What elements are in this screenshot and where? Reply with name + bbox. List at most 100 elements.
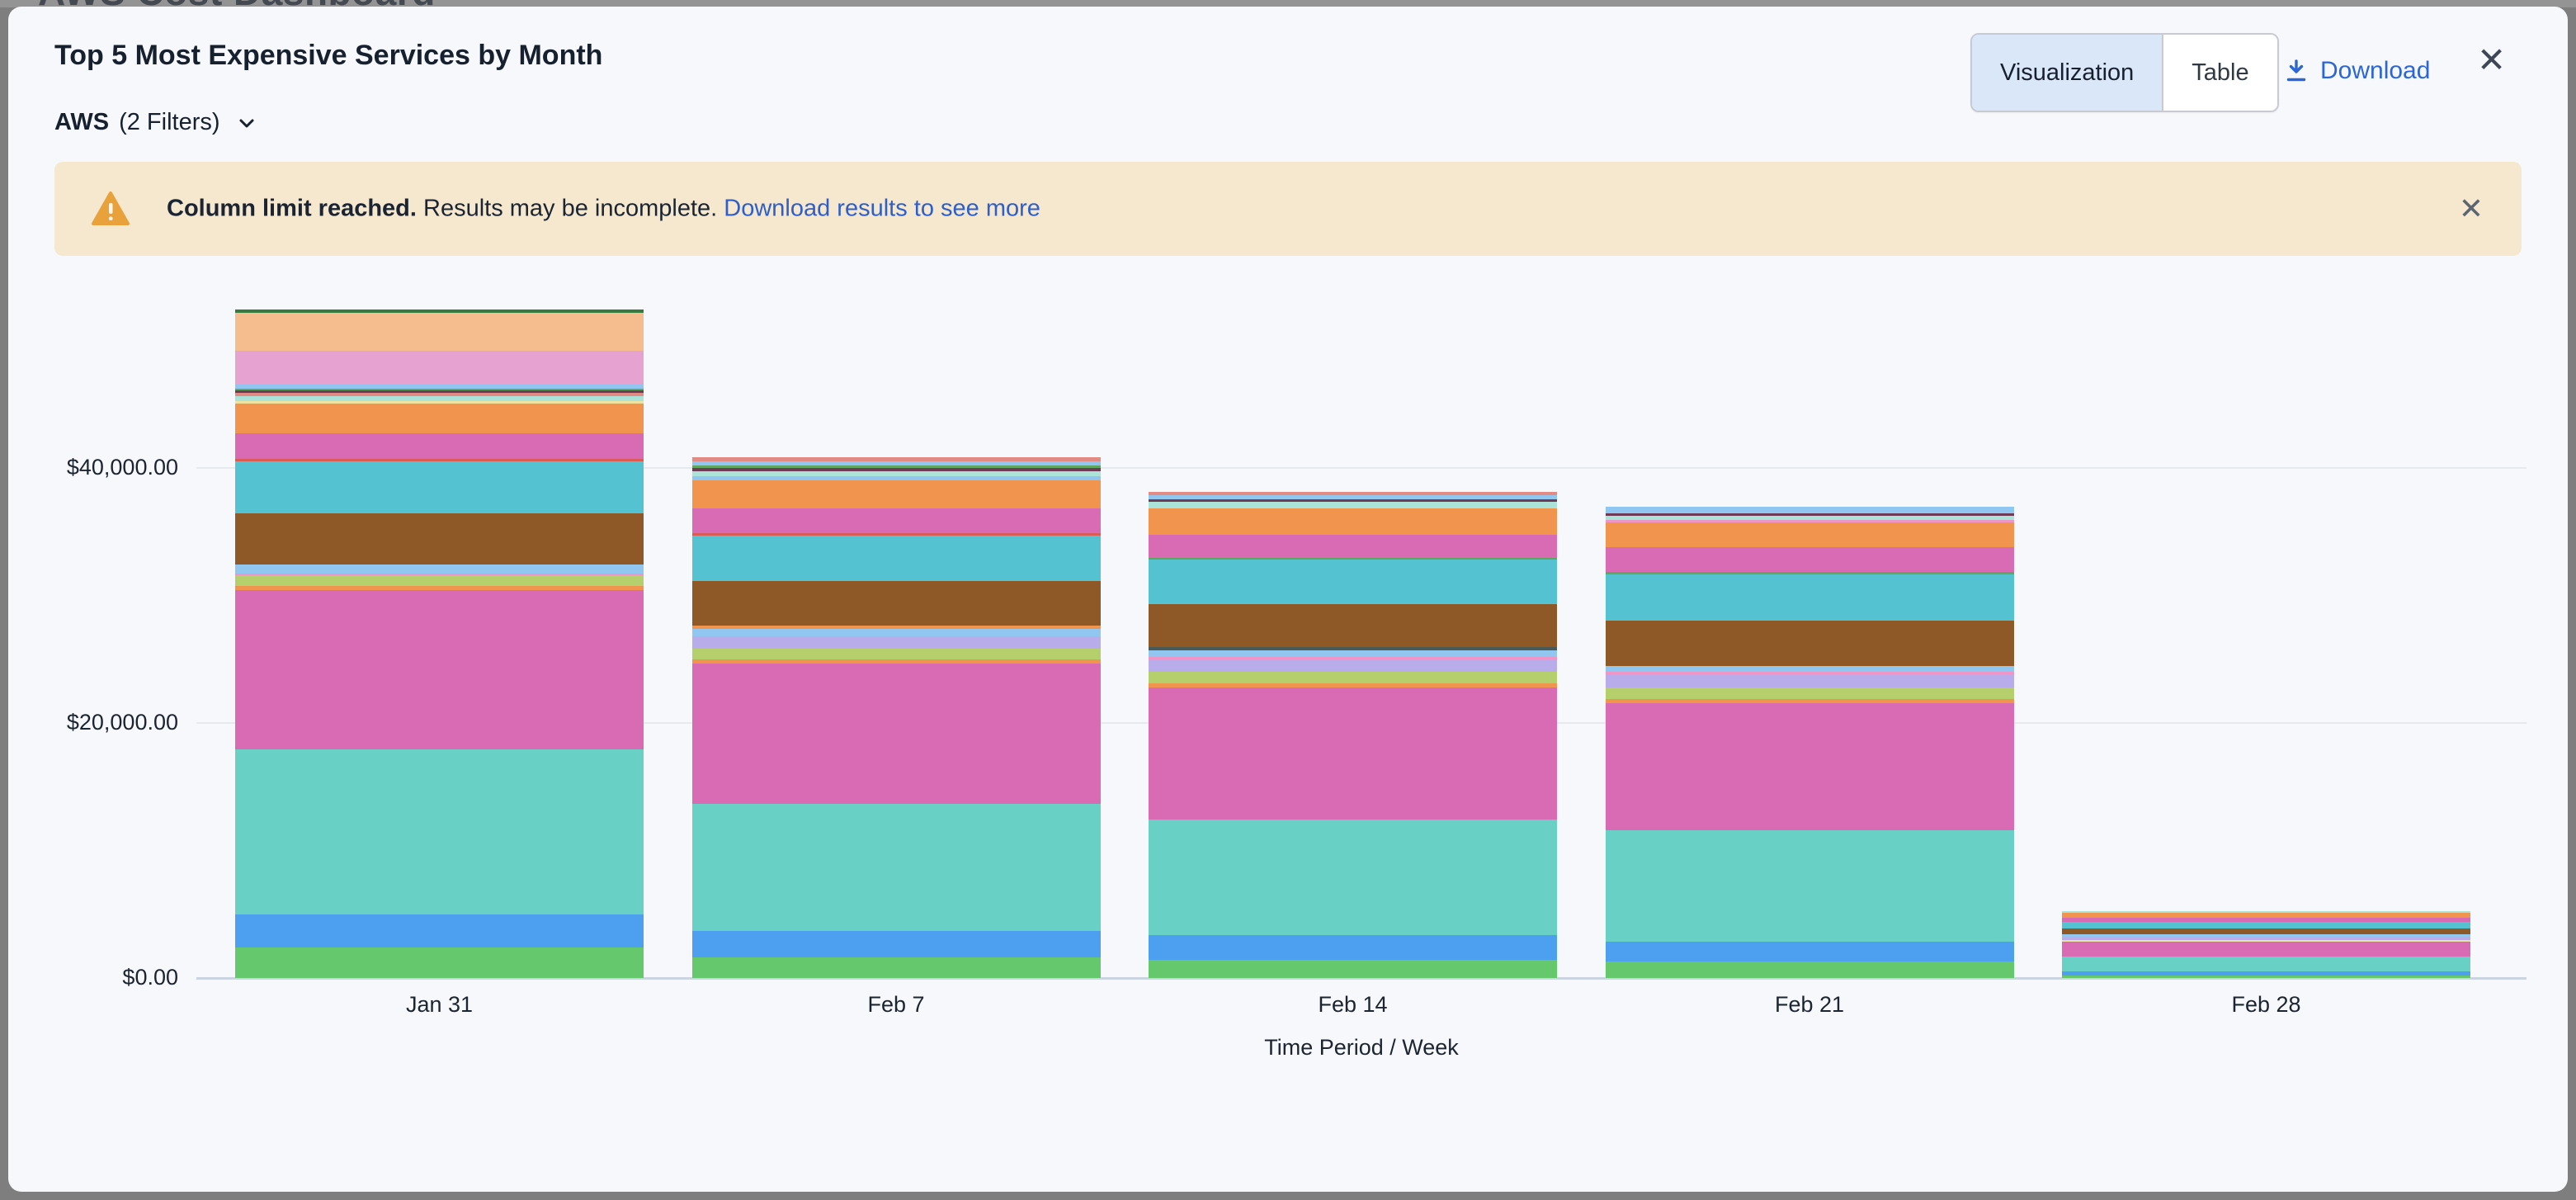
bar-segment[interactable]	[691, 461, 1101, 465]
bar-segment[interactable]	[235, 749, 644, 914]
bar-segment[interactable]	[235, 312, 644, 351]
bar-segment[interactable]	[2062, 928, 2470, 935]
bar-segment[interactable]	[691, 470, 1101, 476]
bar-segment[interactable]	[691, 931, 1101, 957]
bar-segment[interactable]	[691, 648, 1101, 659]
bar-segment[interactable]	[2062, 911, 2470, 914]
bar-segment[interactable]	[1605, 520, 2014, 523]
bar-segment[interactable]	[1149, 660, 1557, 673]
bar-segment[interactable]	[691, 635, 1101, 649]
bar-segment[interactable]	[235, 461, 644, 513]
bar-segment[interactable]	[235, 404, 644, 434]
banner-close-icon[interactable]: ✕	[2458, 191, 2484, 225]
bar-segment[interactable]	[1605, 702, 2014, 831]
download-button[interactable]: Download	[2282, 33, 2430, 109]
bar-segment[interactable]	[2062, 922, 2470, 929]
bar-segment[interactable]	[1605, 507, 2014, 514]
bar-segment[interactable]	[691, 663, 1101, 804]
bar-segment[interactable]	[1605, 574, 2014, 621]
bar-segment[interactable]	[691, 625, 1101, 629]
filter-dropdown[interactable]: AWS (2 Filters)	[54, 109, 258, 136]
bar-segment[interactable]	[691, 957, 1101, 978]
bar-segment[interactable]	[235, 350, 644, 385]
bar-segment[interactable]	[691, 508, 1101, 533]
bar-segment[interactable]	[691, 659, 1101, 664]
bar-segment[interactable]	[691, 803, 1101, 932]
bar-segment[interactable]	[235, 575, 644, 587]
bar-segment[interactable]	[1149, 650, 1557, 658]
bar-segment[interactable]	[1605, 572, 2014, 574]
bar-segment[interactable]	[691, 467, 1101, 471]
bar-segment[interactable]	[235, 459, 644, 462]
bar-segment[interactable]	[1149, 560, 1557, 605]
bar-segment[interactable]	[1605, 516, 2014, 521]
bar-segment[interactable]	[235, 309, 644, 313]
bar-segment[interactable]	[1149, 657, 1557, 661]
bar-segment[interactable]	[1605, 671, 2014, 675]
bar-segment[interactable]	[2062, 976, 2470, 978]
bar-segment[interactable]	[1605, 513, 2014, 517]
bar-feb-14[interactable]	[1149, 491, 1557, 978]
bar-segment[interactable]	[235, 947, 644, 978]
bar-segment[interactable]	[1149, 491, 1557, 495]
banner-download-link[interactable]: Download results to see more	[724, 195, 1040, 222]
bar-segment[interactable]	[2062, 913, 2470, 919]
bar-segment[interactable]	[1605, 698, 2014, 703]
bar-segment[interactable]	[235, 433, 644, 460]
bar-segment[interactable]	[1149, 683, 1557, 688]
bar-segment[interactable]	[691, 535, 1101, 581]
bar-segment[interactable]	[1149, 647, 1557, 651]
bar-jan-31[interactable]	[235, 309, 644, 978]
bar-segment[interactable]	[1149, 534, 1557, 558]
bar-segment[interactable]	[691, 580, 1101, 626]
bar-segment[interactable]	[1149, 960, 1557, 978]
bar-segment[interactable]	[2062, 938, 2470, 941]
bar-segment[interactable]	[1149, 604, 1557, 648]
bar-feb-7[interactable]	[691, 457, 1101, 978]
bar-segment[interactable]	[2062, 971, 2470, 976]
bar-segment[interactable]	[1149, 820, 1557, 936]
bar-segment[interactable]	[1605, 522, 2014, 548]
bar-feb-28[interactable]	[2062, 911, 2470, 978]
bar-segment[interactable]	[235, 401, 644, 404]
bar-segment[interactable]	[1149, 557, 1557, 560]
bar-segment[interactable]	[235, 590, 644, 750]
bar-segment[interactable]	[235, 914, 644, 947]
bar-segment[interactable]	[691, 457, 1101, 461]
bar-segment[interactable]	[235, 390, 644, 393]
bar-segment[interactable]	[691, 480, 1101, 508]
bar-segment[interactable]	[691, 628, 1101, 636]
bar-feb-21[interactable]	[1605, 507, 2014, 978]
bar-segment[interactable]	[1149, 498, 1557, 502]
bar-segment[interactable]	[1605, 687, 2014, 699]
bar-segment[interactable]	[691, 465, 1101, 468]
close-icon[interactable]: ✕	[2477, 40, 2507, 79]
bar-segment[interactable]	[1605, 620, 2014, 666]
bar-segment[interactable]	[1149, 508, 1557, 535]
bar-segment[interactable]	[2062, 942, 2470, 957]
bar-segment[interactable]	[691, 532, 1101, 536]
bar-segment[interactable]	[2062, 957, 2470, 972]
bar-segment[interactable]	[1149, 672, 1557, 684]
bar-segment[interactable]	[1149, 501, 1557, 508]
bar-segment[interactable]	[235, 392, 644, 396]
bar-segment[interactable]	[235, 573, 644, 576]
bar-segment[interactable]	[1149, 935, 1557, 961]
bar-segment[interactable]	[235, 586, 644, 591]
bar-segment[interactable]	[1605, 665, 2014, 672]
bar-segment[interactable]	[235, 384, 644, 389]
bar-segment[interactable]	[1605, 961, 2014, 978]
bar-segment[interactable]	[1605, 942, 2014, 962]
bar-segment[interactable]	[1149, 494, 1557, 499]
bar-segment[interactable]	[2062, 940, 2470, 943]
bar-segment[interactable]	[1149, 687, 1557, 820]
bar-segment[interactable]	[235, 395, 644, 402]
bar-segment[interactable]	[235, 513, 644, 565]
tab-visualization[interactable]: Visualization	[1972, 35, 2163, 111]
tab-table[interactable]: Table	[2163, 35, 2277, 111]
bar-segment[interactable]	[691, 475, 1101, 480]
bar-segment[interactable]	[1605, 674, 2014, 687]
bar-segment[interactable]	[2062, 918, 2470, 923]
bar-segment[interactable]	[1605, 830, 2014, 943]
bar-segment[interactable]	[1605, 547, 2014, 572]
